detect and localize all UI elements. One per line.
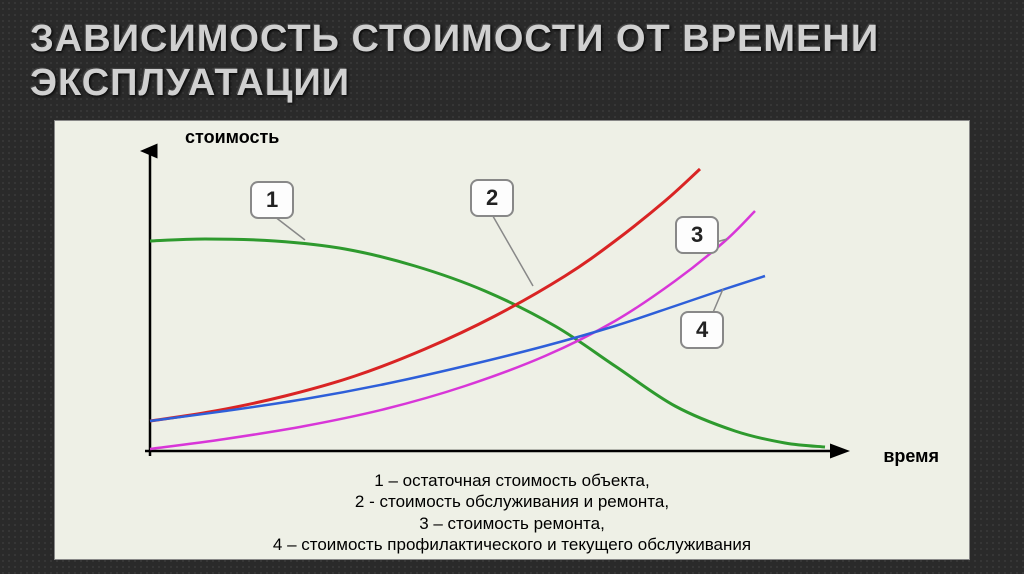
series-3-line xyxy=(150,211,755,449)
caption-line-3: 3 – стоимость ремонта, xyxy=(55,513,969,534)
callout-2-tail xyxy=(490,211,533,286)
caption-line-1: 1 – остаточная стоимость объекта, xyxy=(55,470,969,491)
callout-4: 4 xyxy=(680,311,724,349)
caption-line-2: 2 - стоимость обслуживания и ремонта, xyxy=(55,491,969,512)
legend-caption: 1 – остаточная стоимость объекта, 2 - ст… xyxy=(55,470,969,555)
caption-line-4: 4 – стоимость профилактического и текуще… xyxy=(55,534,969,555)
series-1-line xyxy=(150,239,825,447)
callout-2: 2 xyxy=(470,179,514,217)
series-4-line xyxy=(150,276,765,421)
chart-panel: стоимость время 1 2 3 4 1 – остаточная с… xyxy=(54,120,970,560)
chart-svg xyxy=(55,121,971,481)
callout-1: 1 xyxy=(250,181,294,219)
slide-title: ЗАВИСИМОСТЬ СТОИМОСТИ ОТ ВРЕМЕНИ ЭКСПЛУА… xyxy=(30,18,994,105)
callout-3: 3 xyxy=(675,216,719,254)
series-2-line xyxy=(150,169,700,421)
